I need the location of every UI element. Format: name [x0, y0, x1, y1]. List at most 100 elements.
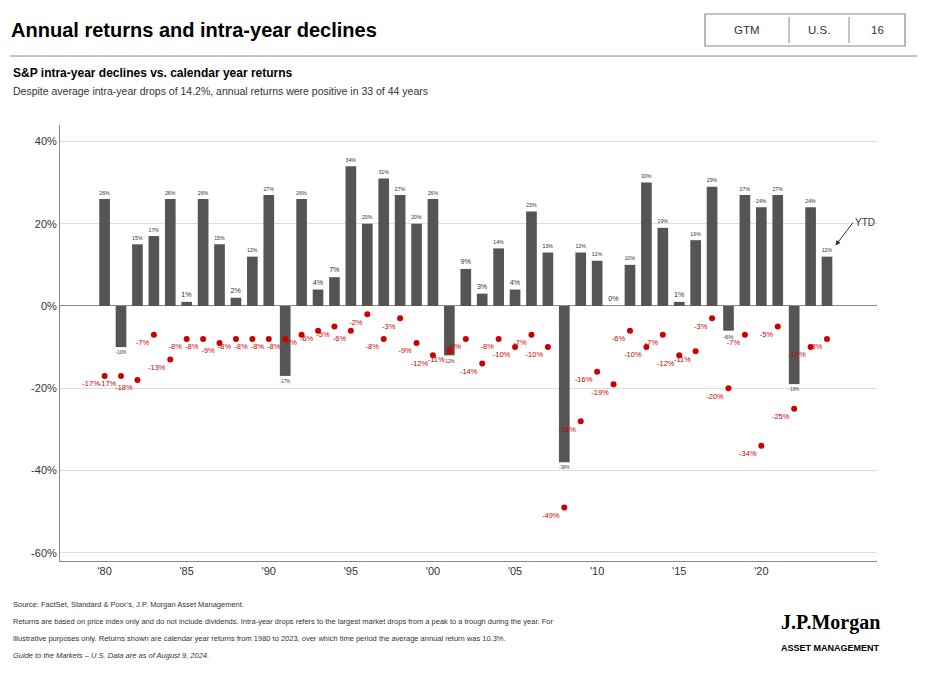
svg-text:S&P intra-year declines vs. ca: S&P intra-year declines vs. calendar yea…: [13, 66, 293, 80]
svg-text:23%: 23%: [526, 202, 537, 208]
svg-text:'10: '10: [590, 565, 604, 577]
svg-text:20%: 20%: [35, 218, 57, 230]
svg-text:-49%: -49%: [542, 511, 560, 520]
svg-text:17%: 17%: [149, 227, 160, 233]
svg-text:-6%: -6%: [723, 334, 733, 340]
svg-text:Guide to the Markets – U.S. Da: Guide to the Markets – U.S. Data are as …: [13, 651, 209, 660]
svg-text:ASSET MANAGEMENT: ASSET MANAGEMENT: [781, 643, 880, 653]
svg-text:'80: '80: [97, 565, 111, 577]
svg-text:7%: 7%: [329, 266, 340, 274]
svg-text:-6%: -6%: [300, 334, 314, 343]
svg-text:-7%: -7%: [513, 338, 527, 347]
svg-text:-20%: -20%: [31, 382, 57, 394]
svg-text:1%: 1%: [181, 291, 192, 299]
svg-text:34%: 34%: [346, 157, 357, 163]
svg-text:-8%: -8%: [218, 342, 232, 351]
svg-text:2%: 2%: [231, 287, 242, 295]
svg-text:-10%: -10%: [116, 350, 126, 355]
svg-text:19%: 19%: [657, 218, 668, 224]
svg-text:-14%: -14%: [460, 367, 478, 376]
svg-text:'95: '95: [344, 565, 358, 577]
svg-text:-10%: -10%: [624, 350, 642, 359]
svg-text:-8%: -8%: [366, 342, 380, 351]
svg-text:-18%: -18%: [115, 383, 133, 392]
svg-text:15%: 15%: [214, 235, 225, 241]
svg-text:-7%: -7%: [727, 338, 741, 347]
svg-text:12%: 12%: [822, 247, 833, 253]
svg-text:9%: 9%: [460, 258, 471, 266]
svg-text:27%: 27%: [740, 186, 751, 192]
svg-text:-8%: -8%: [481, 342, 495, 351]
svg-text:15%: 15%: [132, 235, 143, 241]
svg-text:11%: 11%: [592, 251, 603, 257]
svg-text:12%: 12%: [247, 247, 258, 253]
svg-text:-3%: -3%: [694, 322, 708, 331]
svg-text:29%: 29%: [707, 177, 718, 183]
svg-text:26%: 26%: [428, 190, 439, 196]
svg-text:-11%: -11%: [674, 355, 691, 364]
svg-text:-8%: -8%: [251, 342, 265, 351]
svg-text:14%: 14%: [493, 239, 504, 245]
svg-text:0%: 0%: [41, 300, 57, 312]
svg-text:-16%: -16%: [575, 375, 593, 384]
svg-text:'00: '00: [426, 565, 440, 577]
svg-text:-8%: -8%: [234, 342, 248, 351]
svg-text:'85: '85: [180, 565, 194, 577]
svg-text:26%: 26%: [296, 190, 307, 196]
svg-text:30%: 30%: [641, 173, 652, 179]
svg-text:10%: 10%: [625, 255, 636, 261]
svg-text:'20: '20: [754, 565, 768, 577]
svg-text:20%: 20%: [362, 214, 373, 220]
svg-text:-8%: -8%: [267, 342, 281, 351]
svg-text:13%: 13%: [543, 243, 554, 249]
svg-text:-17%: -17%: [99, 379, 117, 388]
svg-text:U.S.: U.S.: [808, 24, 830, 36]
svg-text:-10%: -10%: [788, 350, 806, 359]
svg-text:-9%: -9%: [398, 346, 412, 355]
svg-text:3%: 3%: [477, 283, 488, 291]
svg-text:16: 16: [871, 24, 884, 36]
svg-text:1%: 1%: [674, 291, 685, 299]
svg-text:-13%: -13%: [148, 363, 166, 372]
svg-text:illustrative purposes only. Re: illustrative purposes only. Returns show…: [13, 634, 506, 643]
svg-text:26%: 26%: [99, 190, 110, 196]
svg-text:-40%: -40%: [31, 464, 57, 476]
svg-text:-8%: -8%: [809, 342, 823, 351]
svg-text:-6%: -6%: [612, 334, 626, 343]
svg-text:20%: 20%: [411, 214, 422, 220]
svg-text:27%: 27%: [395, 186, 406, 192]
svg-text:-8%: -8%: [448, 342, 462, 351]
svg-text:27%: 27%: [772, 186, 783, 192]
svg-text:-12%: -12%: [411, 359, 429, 368]
svg-text:Annual returns and intra-year: Annual returns and intra-year declines: [11, 19, 377, 41]
svg-text:Despite average intra-year dro: Despite average intra-year drops of 14.2…: [13, 85, 428, 97]
svg-text:-5%: -5%: [760, 330, 774, 339]
svg-text:-19%: -19%: [789, 387, 799, 392]
svg-text:0%: 0%: [608, 295, 619, 303]
svg-text:Source: FactSet, Standard & Po: Source: FactSet, Standard & Poor’s, J.P.…: [13, 600, 244, 609]
svg-text:16%: 16%: [690, 231, 701, 237]
svg-text:-10%: -10%: [493, 350, 511, 359]
svg-text:-11%: -11%: [428, 355, 445, 364]
svg-text:-12%: -12%: [657, 359, 675, 368]
svg-text:-25%: -25%: [772, 412, 790, 421]
svg-text:Returns are based on price ind: Returns are based on price index only an…: [13, 617, 553, 626]
svg-text:-7%: -7%: [645, 338, 659, 347]
svg-text:26%: 26%: [165, 190, 176, 196]
svg-text:-34%: -34%: [739, 449, 757, 458]
svg-text:-7%: -7%: [284, 338, 298, 347]
svg-text:-5%: -5%: [316, 330, 330, 339]
svg-text:-3%: -3%: [382, 322, 396, 331]
svg-text:-60%: -60%: [31, 547, 57, 559]
svg-text:GTM: GTM: [734, 24, 760, 36]
svg-text:-6%: -6%: [333, 334, 347, 343]
svg-text:-28%: -28%: [558, 425, 576, 434]
svg-text:-10%: -10%: [526, 350, 544, 359]
svg-text:-20%: -20%: [706, 392, 724, 401]
svg-text:27%: 27%: [263, 186, 274, 192]
svg-text:J.P.Morgan: J.P.Morgan: [781, 611, 880, 634]
svg-text:4%: 4%: [313, 279, 324, 287]
svg-text:-19%: -19%: [591, 388, 609, 397]
svg-text:YTD: YTD: [855, 217, 875, 228]
svg-text:-17%: -17%: [82, 379, 100, 388]
